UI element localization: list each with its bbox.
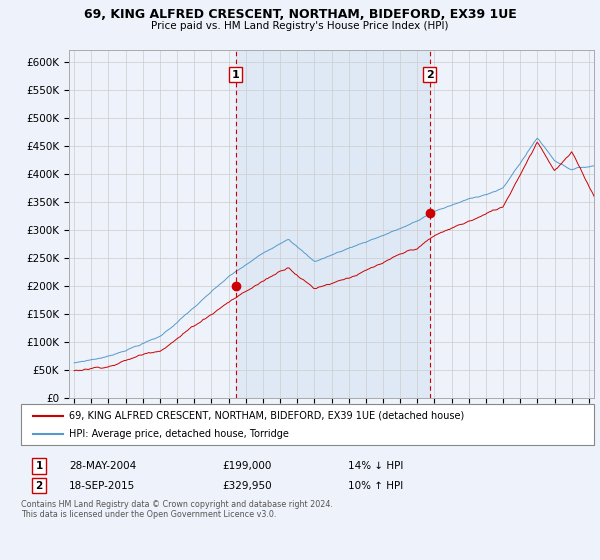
Text: 2: 2 <box>426 69 434 80</box>
Text: 1: 1 <box>35 461 43 471</box>
Bar <box>236 50 430 398</box>
Text: 10% ↑ HPI: 10% ↑ HPI <box>348 480 403 491</box>
Text: 69, KING ALFRED CRESCENT, NORTHAM, BIDEFORD, EX39 1UE (detached house): 69, KING ALFRED CRESCENT, NORTHAM, BIDEF… <box>69 411 464 421</box>
Text: £199,000: £199,000 <box>222 461 271 471</box>
Text: 18-SEP-2015: 18-SEP-2015 <box>69 480 135 491</box>
Text: 28-MAY-2004: 28-MAY-2004 <box>69 461 136 471</box>
Text: 14% ↓ HPI: 14% ↓ HPI <box>348 461 403 471</box>
Text: Price paid vs. HM Land Registry's House Price Index (HPI): Price paid vs. HM Land Registry's House … <box>151 21 449 31</box>
Text: Contains HM Land Registry data © Crown copyright and database right 2024.
This d: Contains HM Land Registry data © Crown c… <box>21 500 333 519</box>
Text: 2: 2 <box>35 480 43 491</box>
Text: £329,950: £329,950 <box>222 480 272 491</box>
Text: HPI: Average price, detached house, Torridge: HPI: Average price, detached house, Torr… <box>69 429 289 438</box>
Text: 1: 1 <box>232 69 239 80</box>
Text: 69, KING ALFRED CRESCENT, NORTHAM, BIDEFORD, EX39 1UE: 69, KING ALFRED CRESCENT, NORTHAM, BIDEF… <box>83 8 517 21</box>
